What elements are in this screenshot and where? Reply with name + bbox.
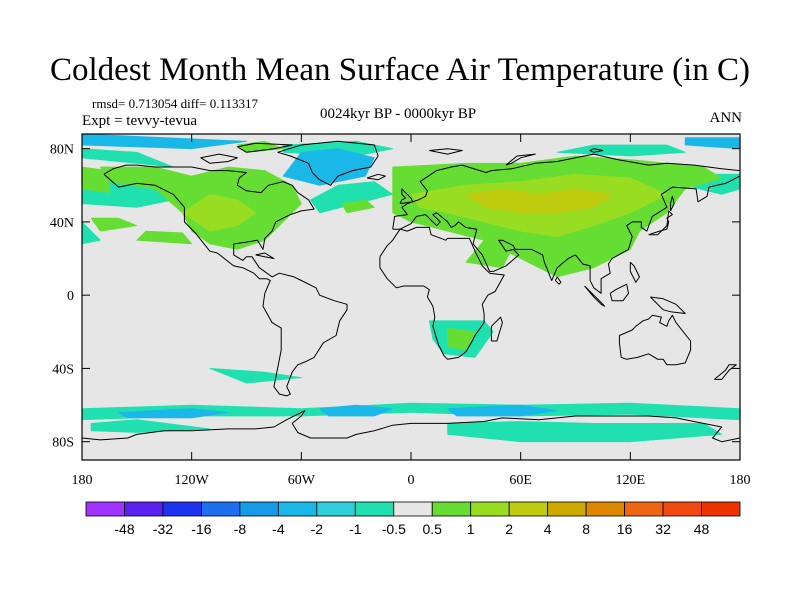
lat-tick-label: 80N [50, 143, 74, 158]
coastline [82, 410, 740, 443]
colorbar-label: -8 [234, 521, 247, 537]
colorbar-label: 32 [655, 521, 671, 537]
coastline [714, 364, 737, 380]
colorbar-label: -32 [153, 521, 173, 537]
coastline [505, 153, 536, 166]
lon-tick-label: 180 [730, 473, 751, 488]
colorbar-swatch [124, 501, 164, 517]
anomaly-patch [447, 327, 476, 351]
colorbar-swatch [470, 501, 510, 517]
colorbar-swatch [354, 501, 395, 517]
anomaly-patch [556, 144, 686, 157]
anomaly-patch [182, 193, 257, 232]
coastline [589, 148, 604, 153]
colorbar-label: 2 [505, 521, 513, 537]
colorbar-label: 0.5 [422, 521, 442, 537]
coastline [490, 316, 503, 342]
coastline-layer [82, 140, 740, 443]
map-title: Coldest Month Mean Surface Air Temperatu… [50, 52, 750, 88]
stats-text: rmsd= 0.713054 diff= 0.113317 [92, 96, 258, 111]
lon-tick-label: 0 [408, 473, 415, 488]
colorbar-swatch [316, 501, 356, 517]
lon-tick-label: 120W [175, 473, 210, 488]
coastline [670, 195, 675, 212]
anomaly-patch [82, 221, 101, 245]
anomaly-patch [282, 148, 375, 186]
colorbar-label: -16 [191, 521, 211, 537]
colorbar-label: 4 [544, 521, 552, 537]
colorbar-swatch [585, 501, 625, 517]
coastline [629, 261, 640, 283]
colorbar-label: -1 [349, 521, 362, 537]
colorbar-label: -4 [272, 521, 285, 537]
coastline [200, 153, 238, 164]
coastline [618, 314, 692, 366]
coastline [399, 188, 414, 205]
anomaly-patch [82, 166, 110, 194]
coastline [103, 164, 348, 397]
colorbar-swatch [662, 501, 702, 517]
coastline [429, 148, 463, 155]
experiment-text: Expt = tevvy-tevua [82, 113, 198, 129]
anomaly-patch [684, 137, 740, 150]
colorbar-label: -0.5 [382, 521, 406, 537]
lon-tick-label: 120E [616, 473, 646, 488]
anomaly-patch [341, 199, 375, 214]
lat-tick-label: 40S [52, 362, 74, 377]
anomaly-patch [465, 188, 613, 214]
colorbar: -48 -32 -16 -8 -4 -2 -1 -0.5 0.5 1 2 4 8 16 32 48 [85, 501, 741, 537]
anomaly-patch [90, 217, 138, 232]
colorbar-swatch [85, 501, 125, 517]
colorbar-swatch [162, 501, 202, 517]
coastline [392, 153, 740, 294]
coastline [650, 296, 686, 314]
anomaly-patch [447, 421, 723, 443]
coastline [379, 226, 505, 360]
axes-layer: 80N 40N 0 40S 80S 180 120W 60W 0 60E 120E 180 [50, 134, 751, 488]
colorbar-label: 8 [582, 521, 590, 537]
lon-tick-label: 60W [288, 473, 316, 488]
colorbar-swatch [393, 501, 433, 517]
lat-tick-label: 40N [50, 216, 74, 231]
colorbar-swatch [431, 501, 472, 517]
colorbar-swatch [701, 501, 741, 517]
anomaly-patch [447, 404, 558, 417]
lat-tick-label: 80S [52, 436, 74, 451]
colorbar-swatch [201, 501, 241, 517]
season-text: ANN [709, 110, 743, 126]
coastline [277, 140, 379, 186]
colorbar-swatch [624, 501, 664, 517]
coastline [554, 276, 562, 285]
anomaly-patch [136, 230, 193, 245]
colorbar-label: 48 [694, 521, 710, 537]
coastline [584, 285, 606, 307]
coastline [609, 283, 629, 302]
colorbar-swatch [547, 501, 587, 517]
lon-tick-label: 180 [72, 473, 93, 488]
anomaly-patch [319, 404, 394, 417]
lat-tick-label: 0 [67, 289, 74, 304]
coastline [236, 142, 293, 153]
anomaly-patch [82, 134, 247, 150]
period-text: 0024kyr BP - 0000kyr BP [320, 106, 477, 122]
colorbar-label: -2 [311, 521, 324, 537]
anomaly-patch [82, 148, 174, 168]
colorbar-label: 1 [467, 521, 475, 537]
colorbar-swatch [277, 501, 318, 517]
colorbar-swatch [508, 501, 549, 517]
anomaly-patch [118, 408, 229, 419]
anomaly-patch [209, 367, 302, 384]
colorbar-swatch [239, 501, 279, 517]
temperature-anomaly-layer [82, 134, 740, 443]
coastline [648, 210, 673, 236]
coastline [255, 252, 275, 259]
lon-tick-label: 60E [509, 473, 532, 488]
colorbar-label: 16 [617, 521, 633, 537]
coastline [366, 173, 386, 181]
colorbar-label: -48 [114, 521, 134, 537]
